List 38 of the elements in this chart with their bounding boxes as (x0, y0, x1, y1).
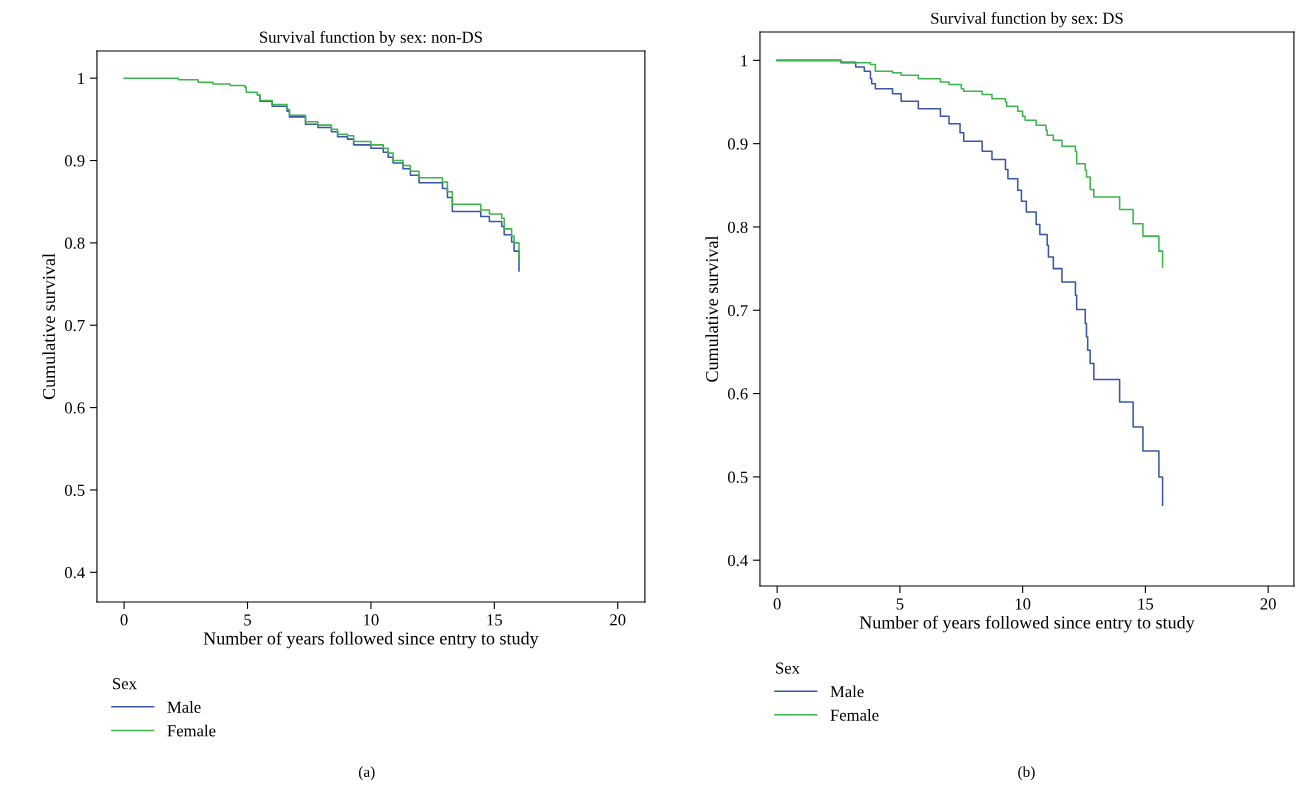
x-tick-label: 15 (487, 614, 503, 626)
x-tick-label: 10 (1015, 598, 1031, 610)
legend-label: Male (167, 701, 201, 713)
y-tick-label: 1 (741, 55, 748, 67)
y-tick-label: 0.9 (64, 155, 85, 167)
chart-title: Survival function by sex: DS (931, 11, 1123, 28)
legend-title: Sex (776, 662, 800, 674)
x-tick-label: 20 (1260, 598, 1276, 610)
x-tick-label: 5 (896, 598, 904, 610)
x-axis-title: Number of years followed since entry to study (203, 631, 539, 649)
y-tick-label: 0.8 (64, 237, 85, 249)
x-tick-label: 15 (1138, 598, 1154, 610)
y-tick-label: 0.6 (64, 402, 85, 414)
y-tick-label: 0.8 (727, 221, 748, 233)
y-tick-label: 0.7 (64, 319, 85, 332)
y-tick-label: 0.7 (727, 304, 748, 317)
x-tick-label: 0 (773, 598, 781, 610)
y-tick-label: 1 (78, 72, 85, 84)
chart-title: Survival function by sex: non-DS (260, 30, 482, 47)
y-tick-label: 0.4 (727, 554, 748, 567)
y-tick-label: 0.4 (64, 567, 85, 579)
legend-title: Sex (113, 678, 137, 690)
x-tick-label: 5 (244, 614, 252, 626)
y-tick-label: 0.9 (727, 138, 748, 150)
legend-label: Male (830, 685, 864, 698)
y-tick-label: 0.5 (64, 484, 85, 496)
x-axis-title: Number of years followed since entry to study (859, 615, 1195, 633)
legend-label: Female (167, 724, 216, 737)
y-axis-title: Cumulative survival (42, 253, 56, 400)
legend-label: Female (830, 709, 879, 721)
x-tick-label: 0 (120, 614, 128, 626)
x-tick-label: 10 (364, 614, 379, 626)
y-axis-title: Cumulative survival (705, 235, 719, 382)
y-tick-label: 0.5 (727, 471, 748, 483)
text: (b) (1018, 766, 1035, 781)
text: (a) (358, 766, 375, 781)
y-tick-label: 0.6 (727, 388, 748, 400)
x-tick-label: 20 (610, 614, 626, 626)
